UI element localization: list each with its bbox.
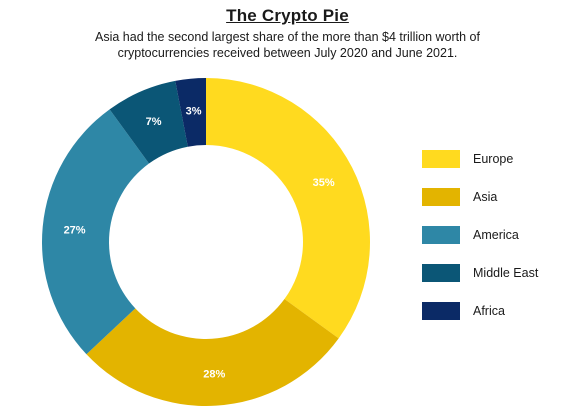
donut-slices (41, 78, 370, 406)
legend-label: Middle East (473, 266, 539, 280)
legend-swatch (422, 264, 460, 282)
chart-legend: Europe Asia America Middle East Africa (422, 149, 562, 339)
legend-swatch (422, 302, 460, 320)
data-label-africa: 3% (186, 106, 202, 118)
legend-item-europe: Europe (422, 149, 562, 169)
legend-item-africa: Africa (422, 301, 562, 321)
slice-europe (206, 78, 370, 339)
legend-item-asia: Asia (422, 187, 562, 207)
legend-label: America (473, 228, 519, 242)
slice-asia (86, 299, 339, 406)
legend-item-america: America (422, 225, 562, 245)
legend-swatch (422, 226, 460, 244)
data-label-asia: 28% (203, 369, 225, 381)
data-label-europe: 35% (313, 177, 335, 189)
data-label-middle-east: 7% (146, 116, 162, 128)
chart-subtitle: Asia had the second largest share of the… (95, 30, 480, 60)
legend-swatch (422, 150, 460, 168)
donut-data-labels: 35% 28% 27% 7% 3% (64, 106, 335, 381)
legend-label: Europe (473, 152, 514, 166)
legend-item-middle-east: Middle East (422, 263, 562, 283)
legend-swatch (422, 188, 460, 206)
slice-africa (175, 78, 206, 147)
slice-america (41, 109, 149, 355)
data-label-america: 27% (64, 225, 86, 237)
chart-title: The Crypto Pie (226, 6, 349, 25)
legend-label: Asia (473, 190, 498, 204)
slice-middle-east (109, 80, 188, 164)
legend-label: Africa (473, 304, 505, 318)
